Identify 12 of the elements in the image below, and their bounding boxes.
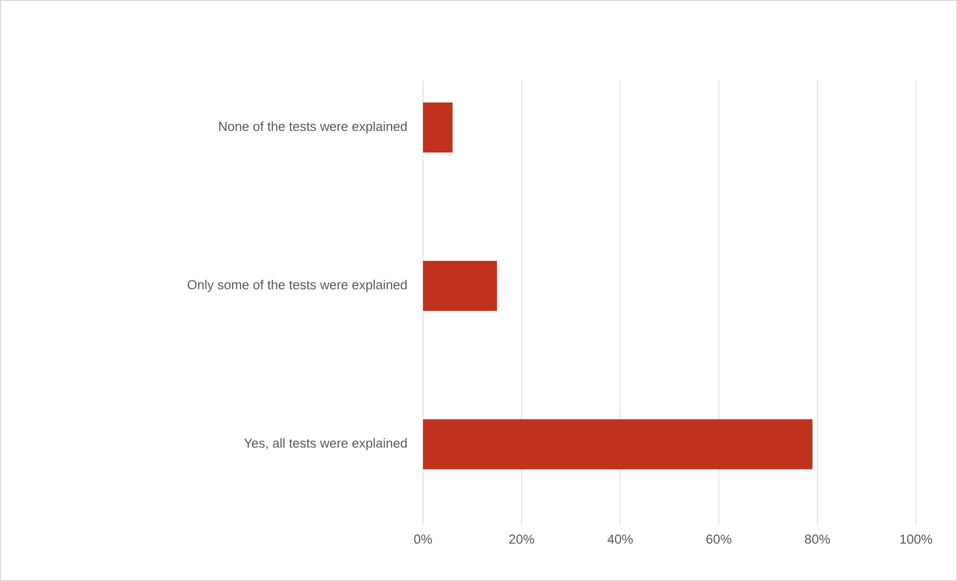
x-tick-label: 80% <box>804 534 830 544</box>
x-tick-label: 0% <box>414 534 432 544</box>
y-tick-label: Only some of the tests were explained <box>188 280 407 292</box>
y-tick-label: Yes, all tests were explained <box>244 438 407 450</box>
x-tick-label: 60% <box>706 534 732 544</box>
x-tick-label: 20% <box>509 534 534 544</box>
bar <box>423 102 453 153</box>
bar <box>423 419 812 470</box>
x-tick-label: 40% <box>607 534 633 544</box>
y-tick-label: None of the tests were explained <box>219 121 407 134</box>
x-tick-label: 100% <box>900 534 932 544</box>
bar <box>423 260 497 311</box>
